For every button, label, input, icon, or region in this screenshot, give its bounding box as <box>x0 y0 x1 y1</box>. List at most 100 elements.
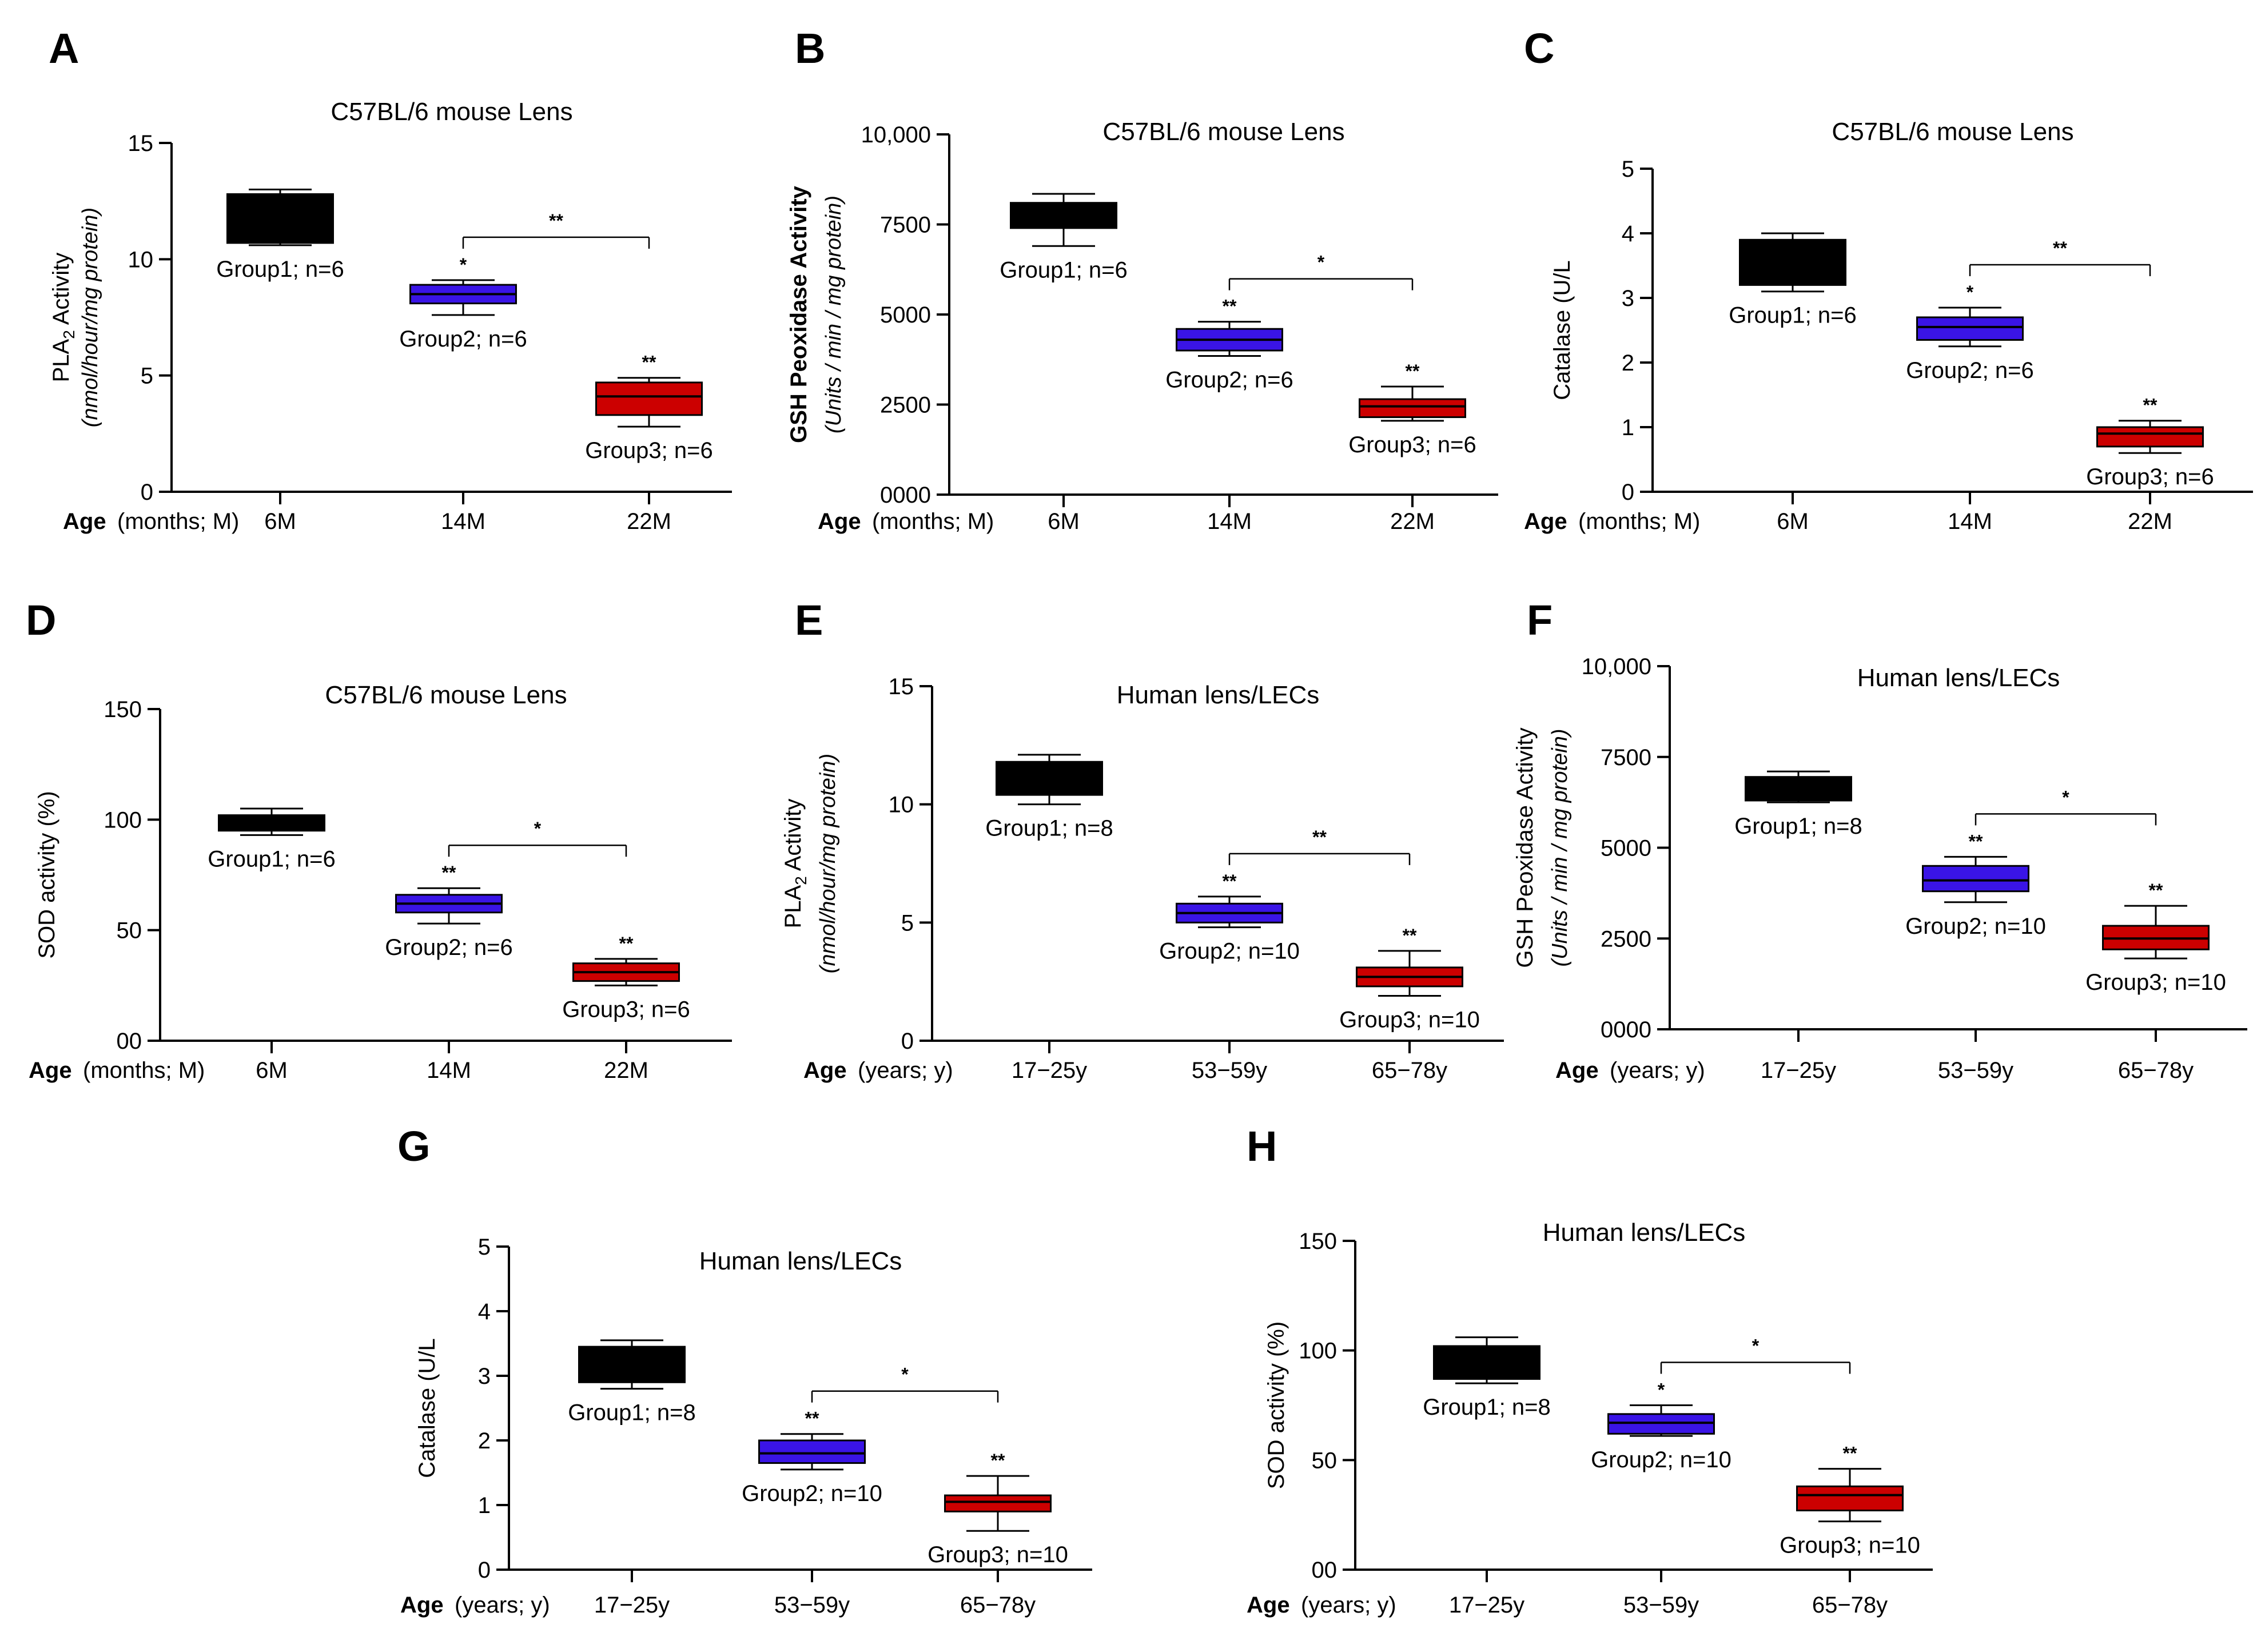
significance-bracket: * <box>1975 787 2157 826</box>
significance-star: ** <box>1223 871 1237 891</box>
chart-title: Human lens/LECs <box>699 1247 902 1275</box>
chart-title: C57BL/6 mouse Lens <box>1832 118 2073 146</box>
x-axis-label-bold: Age <box>1524 509 1567 534</box>
bracket-star: ** <box>549 210 563 231</box>
box-group-3: Group3; n=6 ** <box>585 352 713 463</box>
x-axis-label-bold: Age <box>29 1058 72 1083</box>
y-tick-label: 5 <box>901 910 914 936</box>
panel-d: D C57BL/6 mouse Lens 00 50 100 150 6M 14M 22M Age… <box>26 596 732 1083</box>
x-axis-label: (months; M) <box>83 1058 205 1083</box>
y-tick-label: 00 <box>1312 1558 1338 1583</box>
y-tick-label: 5000 <box>1601 836 1651 861</box>
significance-star: * <box>1967 282 1974 302</box>
box-group-3: Group3; n=10 ** <box>2085 880 2226 995</box>
group-label: Group3; n=6 <box>585 438 713 463</box>
y-tick-label: 4 <box>1622 221 1634 246</box>
x-tick-label: 17−25y <box>1012 1058 1087 1083</box>
box-group-1: Group1; n=8 <box>985 754 1113 841</box>
box-group-2: Group2; n=6 * <box>1906 282 2034 383</box>
y-tick-label: 0000 <box>880 483 931 508</box>
significance-star: ** <box>1969 831 1983 851</box>
panel-letter: H <box>1247 1122 1277 1170</box>
box-group-1: Group1; n=6 <box>1000 193 1128 282</box>
group-label: Group1; n=8 <box>568 1400 696 1426</box>
y-axis-label: GSH Peoxidase Activity <box>786 185 811 443</box>
box-group-1: Group1; n=6 <box>208 807 336 871</box>
box-group-3: Group3; n=10 ** <box>1780 1443 1920 1558</box>
panel-letter: B <box>795 25 825 72</box>
x-tick-label: 22M <box>2128 509 2172 534</box>
x-axis-label-bold: Age <box>803 1058 847 1083</box>
y-tick-label: 0000 <box>1601 1017 1651 1042</box>
y-axis-unit: (nmol/hour/mg protein) <box>78 208 102 427</box>
bracket-star: * <box>1752 1336 1760 1356</box>
y-tick-label: 0 <box>478 1558 491 1583</box>
group-label: Group2; n=6 <box>385 935 513 960</box>
x-axis-label: (years; y) <box>1610 1058 1705 1083</box>
y-tick-label: 10,000 <box>1582 654 1651 679</box>
x-axis-label-bold: Age <box>818 509 861 534</box>
x-tick-label: 65−78y <box>1812 1593 1888 1618</box>
y-tick-label: 5 <box>141 364 153 389</box>
y-axis-label: PLA2 Activity <box>49 253 78 383</box>
significance-star: * <box>1658 1380 1665 1400</box>
box <box>1359 398 1466 419</box>
box-group-3: Group3; n=6 ** <box>562 933 690 1022</box>
y-tick-label: 5 <box>1622 157 1634 182</box>
x-tick-label: 53−59y <box>1623 1593 1699 1618</box>
x-tick-label: 53−59y <box>1192 1058 1267 1083</box>
panel-c: C C57BL/6 mouse Lens 0 1 2 3 4 5 6M 14M 22M Age (mon… <box>1524 25 2253 534</box>
significance-bracket: * <box>811 1364 999 1403</box>
y-tick-label: 00 <box>117 1029 142 1054</box>
chart-title: Human lens/LECs <box>1543 1219 1746 1247</box>
x-tick-label: 6M <box>256 1058 288 1083</box>
group-label: Group2; n=10 <box>1591 1447 1731 1472</box>
y-tick-label: 10,000 <box>861 122 931 148</box>
y-tick-label: 7500 <box>880 213 931 238</box>
y-tick-label: 1 <box>1622 415 1634 440</box>
significance-star: ** <box>642 352 656 373</box>
box-group-3: Group3; n=6 ** <box>2086 395 2214 490</box>
y-axis-label: SOD activity (%) <box>34 791 59 958</box>
group-label: Group2; n=10 <box>742 1481 882 1506</box>
group-label: Group3; n=10 <box>1339 1007 1480 1032</box>
panel-h: H Human lens/LECs 00 50 100 150 17−25y 53−59y 65… <box>1247 1122 1933 1618</box>
box <box>578 1346 686 1383</box>
x-tick-label: 14M <box>1948 509 1992 534</box>
panel-letter: D <box>26 596 56 644</box>
y-tick-label: 0 <box>1622 480 1634 505</box>
x-tick-label: 17−25y <box>1761 1058 1836 1083</box>
x-axis-label: (years; y) <box>858 1058 953 1083</box>
box-group-1: Group1; n=6 <box>216 188 344 282</box>
significance-star: ** <box>1843 1443 1857 1464</box>
group-label: Group1; n=8 <box>1423 1395 1551 1420</box>
significance-bracket: ** <box>462 210 650 249</box>
group-label: Group2; n=6 <box>399 327 527 352</box>
y-tick-label: 2500 <box>1601 926 1651 952</box>
group-label: Group3; n=10 <box>928 1542 1068 1567</box>
y-tick-label: 50 <box>1312 1448 1338 1473</box>
panel-letter: A <box>49 25 79 72</box>
box-group-1: Group1; n=6 <box>1729 232 1857 328</box>
significance-star: ** <box>1223 296 1237 317</box>
bracket-star: ** <box>1312 827 1327 847</box>
y-tick-label: 50 <box>117 918 142 944</box>
box-group-3: Group3; n=6 ** <box>1348 361 1476 457</box>
box-group-3: Group3; n=10 ** <box>1339 925 1480 1033</box>
box-group-2: Group2; n=6 ** <box>385 862 513 960</box>
y-tick-label: 15 <box>889 674 914 699</box>
panel-b: B C57BL/6 mouse Lens 0000 2500 5000 7500 10,00… <box>786 25 1498 534</box>
x-axis-label: (months; M) <box>117 509 239 534</box>
group-label: Group2; n=10 <box>1905 914 2046 939</box>
group-label: Group2; n=6 <box>1165 367 1293 392</box>
group-label: Group1; n=6 <box>1729 303 1857 328</box>
x-tick-label: 22M <box>604 1058 648 1083</box>
box <box>1916 316 2024 341</box>
box-group-1: Group1; n=8 <box>1423 1336 1551 1420</box>
panel-letter: E <box>795 596 823 644</box>
x-tick-label: 6M <box>1048 509 1080 534</box>
x-axis-label: (years; y) <box>1301 1593 1396 1618</box>
y-tick-label: 2500 <box>880 393 931 418</box>
x-axis-label-bold: Age <box>400 1593 444 1618</box>
panel-letter: F <box>1527 596 1553 644</box>
